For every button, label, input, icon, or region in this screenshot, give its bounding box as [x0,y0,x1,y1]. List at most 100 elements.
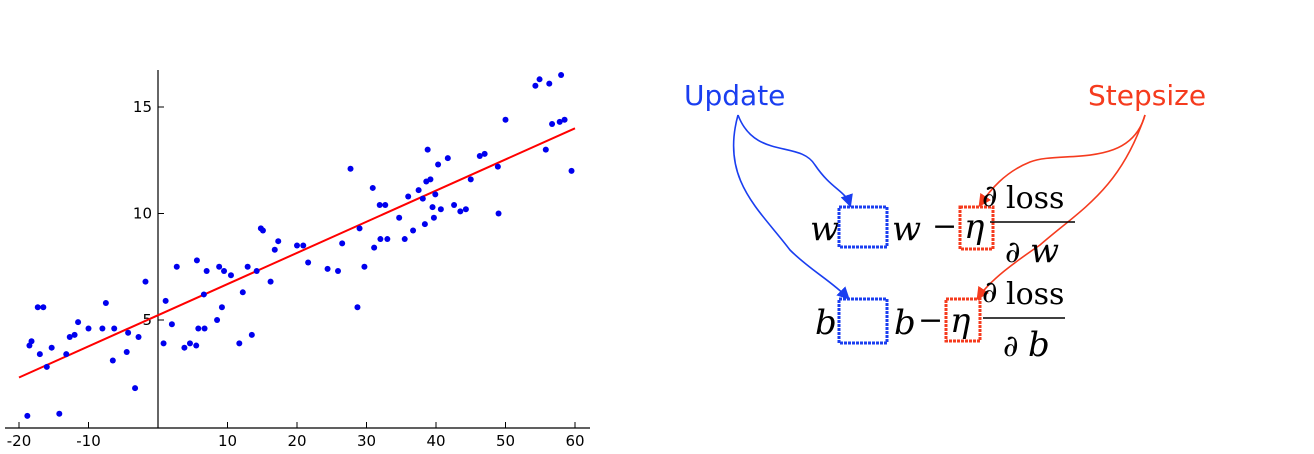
row2-denom: b [1028,325,1050,365]
data-point [396,214,403,221]
data-point [457,208,464,215]
data-point [85,325,92,332]
y-tick-label: 10 [133,205,152,223]
tick-marks [18,106,576,428]
data-point [36,351,43,358]
data-point [382,201,389,208]
data-point [384,236,391,243]
data-point [502,116,509,123]
row1-partial-bottom: ∂ [1005,235,1021,270]
row2-eta-box [944,297,982,343]
data-point [75,319,82,326]
data-point [421,221,428,228]
scatter-plot: -20-1010203040506051015 [5,70,590,450]
update-label: Update [684,79,785,112]
x-tick-label: 60 [565,432,584,450]
x-tick-label: -10 [76,432,101,450]
row1-eta: η [964,207,985,247]
data-point [481,150,488,157]
data-point [377,236,384,243]
data-point [294,242,300,249]
data-point [267,278,274,285]
row1-loss: loss [1006,181,1064,216]
data-point [419,195,426,202]
x-tick-label: 40 [426,432,445,450]
row2-eta: η [950,301,971,341]
x-tick-label: 50 [496,432,515,450]
data-points [24,72,575,419]
data-point [193,342,200,349]
data-point [271,246,278,253]
data-point [369,184,376,191]
data-point [221,268,228,275]
stepsize-arrows [976,114,1146,301]
data-point [259,227,266,234]
data-point [48,344,55,351]
row1-fraction: ∂ loss ∂ w [982,179,1075,271]
data-point [218,304,225,311]
stepsize-label: Stepsize [1088,79,1206,112]
data-point [556,118,563,125]
data-point [542,146,549,153]
data-point [142,278,149,285]
data-point [451,201,458,208]
data-point [324,265,331,272]
data-point [123,348,130,355]
data-point [427,176,434,183]
data-point [34,304,41,311]
row2-partial-bottom: ∂ [1003,329,1019,364]
data-point [568,167,575,174]
data-point [160,340,167,347]
row1-minus: − [932,209,957,244]
data-point [99,325,106,332]
data-point [424,146,431,153]
data-point [173,263,180,270]
update-row-b: b b − η ∂ loss ∂ b [815,275,1065,365]
data-point [476,152,483,159]
stepsize-arrow-to-eta-2 [976,114,1146,301]
row1-rhs-param: w [892,209,921,249]
row2-update-box [837,297,889,345]
row2-loss: loss [1006,277,1064,312]
data-point [63,351,70,358]
data-point [40,304,47,311]
data-point [376,201,383,208]
data-point [135,334,142,341]
data-point [125,329,132,336]
update-arrow-to-w-box [737,114,853,208]
update-rule-diagram: Update Stepsize w w − η ∂ loss ∂ w b b −… [684,79,1206,365]
data-point [109,357,116,364]
x-tick-label: 20 [287,432,306,450]
regression-line [18,127,576,379]
row2-rhs-param: b [894,303,916,343]
data-point [71,331,78,338]
data-point [214,317,221,323]
data-point [28,338,35,345]
data-point [239,289,246,296]
data-point [102,299,109,306]
data-point [561,116,568,123]
data-point [437,206,444,213]
data-point [186,340,193,347]
data-point [444,155,451,162]
x-tick-label: 10 [218,432,237,450]
data-point [195,325,202,332]
data-point [429,204,436,211]
data-point [168,321,175,328]
data-point [435,161,442,168]
data-point [532,82,539,89]
data-point [356,225,363,232]
data-point [462,206,469,213]
data-point [66,334,73,341]
data-point [558,72,565,79]
row2-minus: − [918,303,943,338]
update-arrow-to-b-box [732,114,850,300]
stepsize-arrow-to-eta-1 [978,114,1146,208]
data-point [536,76,543,83]
data-point [361,263,368,270]
row1-partial-top: ∂ [982,179,998,214]
data-point [494,163,501,170]
data-point [410,227,417,234]
update-row-w: w w − η ∂ loss ∂ w [810,179,1075,271]
tick-labels: -20-1010203040506051015 [7,98,585,450]
